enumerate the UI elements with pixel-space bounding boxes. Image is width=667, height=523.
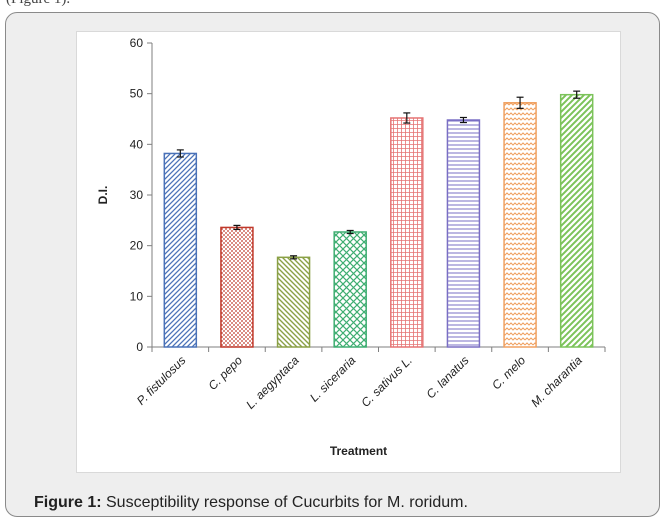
x-tick-label: L. siceraria <box>307 353 359 405</box>
bar <box>163 152 198 348</box>
y-tick-label: 40 <box>130 137 144 151</box>
figure-caption: Figure 1: Susceptibility response of Cuc… <box>34 494 468 512</box>
figure-panel: 0 10 20 30 40 50 60 P. fistulosus C. pepo L. aegy… <box>5 12 660 517</box>
bar <box>276 256 311 348</box>
bar <box>446 119 481 348</box>
bar <box>390 117 424 348</box>
bar <box>333 231 367 348</box>
y-tick-label: 10 <box>130 289 144 303</box>
caption-text: Susceptibility response of Cucurbits for… <box>101 494 468 511</box>
x-tick-label: M. charantia <box>528 353 585 410</box>
y-tick-label: 30 <box>130 188 144 202</box>
x-tick-label: P. fistulosus <box>134 353 189 408</box>
bar <box>559 93 594 348</box>
x-tick-label: C. lanatus <box>423 353 471 401</box>
y-axis-title: D.I. <box>96 186 110 205</box>
y-tick-label: 60 <box>130 36 144 50</box>
x-tick-label: C. pepo <box>205 353 245 393</box>
x-tick-label: L. aegyptaca <box>243 353 302 412</box>
bar <box>503 102 537 348</box>
bars-group <box>163 90 594 348</box>
truncated-text-fragment: (Figure 1). <box>6 0 70 8</box>
x-tick-label: C. sativus L. <box>358 353 415 410</box>
x-axis-title: Treatment <box>330 444 387 458</box>
bar <box>220 226 254 348</box>
y-tick-label: 20 <box>130 239 144 253</box>
x-tick-label: C. melo <box>489 353 528 392</box>
chart-area: 0 10 20 30 40 50 60 P. fistulosus C. pepo L. aegy… <box>76 31 621 473</box>
y-tick-label: 50 <box>130 87 144 101</box>
y-tick-label: 0 <box>136 340 143 354</box>
caption-label: Figure 1: <box>34 494 102 511</box>
